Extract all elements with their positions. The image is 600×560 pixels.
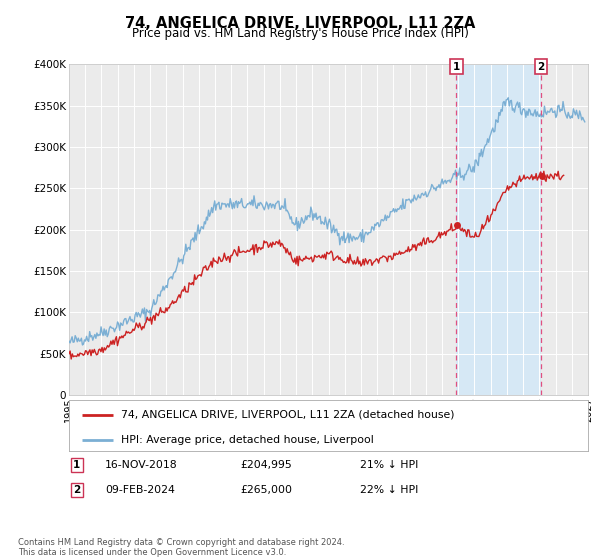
Text: £204,995: £204,995 xyxy=(240,460,292,470)
Text: 1: 1 xyxy=(452,62,460,72)
Text: 74, ANGELICA DRIVE, LIVERPOOL, L11 2ZA: 74, ANGELICA DRIVE, LIVERPOOL, L11 2ZA xyxy=(125,16,475,31)
Text: £265,000: £265,000 xyxy=(240,485,292,495)
Text: 2: 2 xyxy=(73,485,80,495)
Bar xyxy=(457,64,541,395)
Text: HPI: Average price, detached house, Liverpool: HPI: Average price, detached house, Live… xyxy=(121,435,374,445)
Text: 2: 2 xyxy=(538,62,545,72)
Text: 16-NOV-2018: 16-NOV-2018 xyxy=(105,460,178,470)
Text: Price paid vs. HM Land Registry's House Price Index (HPI): Price paid vs. HM Land Registry's House … xyxy=(131,27,469,40)
Text: 09-FEB-2024: 09-FEB-2024 xyxy=(105,485,175,495)
Text: 22% ↓ HPI: 22% ↓ HPI xyxy=(360,485,418,495)
Text: 74, ANGELICA DRIVE, LIVERPOOL, L11 2ZA (detached house): 74, ANGELICA DRIVE, LIVERPOOL, L11 2ZA (… xyxy=(121,409,454,419)
Text: 1: 1 xyxy=(73,460,80,470)
Text: 21% ↓ HPI: 21% ↓ HPI xyxy=(360,460,418,470)
Text: Contains HM Land Registry data © Crown copyright and database right 2024.
This d: Contains HM Land Registry data © Crown c… xyxy=(18,538,344,557)
